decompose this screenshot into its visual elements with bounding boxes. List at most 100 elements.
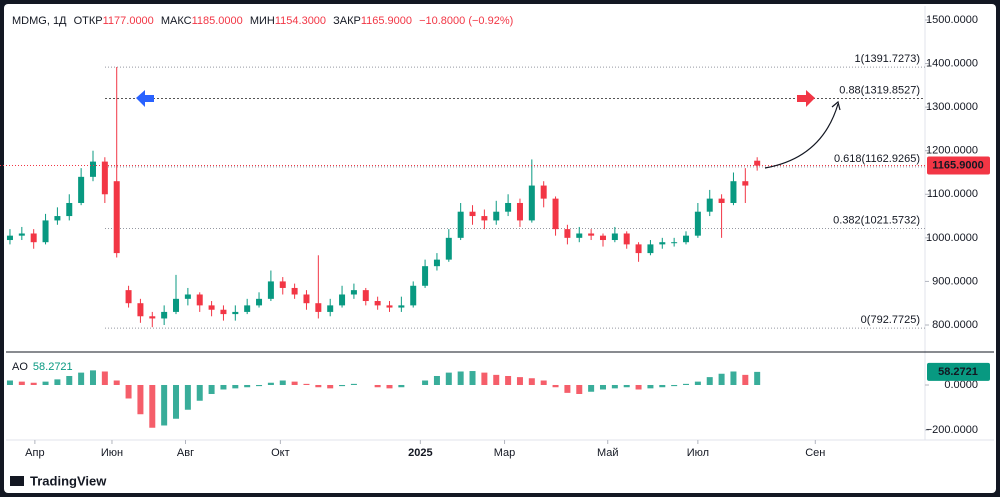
ao-bar bbox=[422, 380, 429, 385]
candle-body bbox=[208, 305, 215, 310]
y-tick-label: 1400.0000 bbox=[926, 57, 978, 69]
x-tick-label: 2025 bbox=[408, 447, 432, 459]
candle-body bbox=[339, 294, 346, 306]
ao-bar bbox=[256, 384, 263, 387]
right-arrow bbox=[797, 90, 815, 107]
candle-body bbox=[422, 266, 429, 286]
last-price-tag bbox=[927, 156, 990, 175]
ao-bar bbox=[303, 383, 310, 385]
last-price-label: 1165.9000 bbox=[932, 159, 983, 171]
ao-bar bbox=[671, 384, 678, 387]
candle-body bbox=[137, 303, 144, 317]
candle-body bbox=[18, 233, 25, 236]
ao-bar bbox=[291, 381, 298, 385]
ao-bar bbox=[599, 384, 606, 390]
ao-bar bbox=[528, 378, 535, 385]
ao-bar bbox=[433, 375, 440, 385]
candle-body bbox=[220, 309, 227, 315]
ao-bar bbox=[232, 384, 239, 389]
candle-body bbox=[232, 311, 239, 315]
ao-bar bbox=[6, 380, 13, 385]
candle-body bbox=[505, 202, 512, 212]
ao-bar bbox=[279, 380, 286, 385]
ao-bar bbox=[374, 384, 381, 388]
ao-bar bbox=[184, 384, 191, 410]
ao-bar bbox=[208, 384, 215, 394]
candle-body bbox=[173, 298, 180, 312]
ao-bar bbox=[469, 371, 476, 385]
candle-body bbox=[671, 242, 678, 244]
candle-body bbox=[552, 198, 559, 230]
candle-body bbox=[564, 229, 571, 238]
candle-body bbox=[42, 220, 49, 243]
change: −10.8000 (−0.92%) bbox=[419, 15, 513, 27]
ao-bar bbox=[457, 371, 464, 385]
x-tick-label: Июн bbox=[101, 447, 123, 459]
candle-body bbox=[386, 305, 393, 308]
branding: TradingView bbox=[30, 473, 107, 488]
fib-label: 0.618(1162.9265) bbox=[834, 153, 920, 165]
ao-bar bbox=[611, 384, 618, 389]
x-tick-label: Апр bbox=[25, 447, 44, 459]
ao-bar bbox=[505, 375, 512, 385]
ao-bar bbox=[564, 384, 571, 393]
y-tick-label: 1000.0000 bbox=[926, 232, 978, 244]
ao-bar bbox=[30, 382, 37, 385]
candle-body bbox=[445, 237, 452, 260]
candle-body bbox=[6, 235, 13, 241]
candle-body bbox=[718, 198, 725, 203]
candle-body bbox=[291, 287, 298, 295]
ao-bar bbox=[196, 384, 203, 401]
ao-bar bbox=[718, 373, 725, 385]
candle-body bbox=[113, 181, 120, 254]
candle-body bbox=[457, 211, 464, 238]
ao-y-tick-label: 0.0000 bbox=[944, 379, 978, 391]
logo-mark bbox=[10, 476, 24, 486]
candle-body bbox=[588, 233, 595, 236]
candle-body bbox=[659, 242, 666, 245]
ao-bar bbox=[315, 384, 322, 388]
candle-body bbox=[184, 294, 191, 299]
candle-body bbox=[576, 233, 583, 238]
ao-bar bbox=[635, 384, 642, 390]
candle-body bbox=[516, 202, 523, 221]
ao-bar bbox=[386, 384, 393, 389]
candle-body bbox=[54, 216, 61, 221]
fib-label: 1(1391.7273) bbox=[855, 53, 920, 65]
candle-body bbox=[528, 185, 535, 221]
candle-body bbox=[433, 259, 440, 267]
ao-bar bbox=[706, 377, 713, 385]
legend-key: ОТКР bbox=[74, 15, 103, 27]
ao-bar bbox=[42, 381, 49, 385]
y-tick-label: 900.0000 bbox=[932, 275, 978, 287]
candle-body bbox=[730, 181, 737, 203]
candle-body bbox=[279, 281, 286, 288]
candle-body bbox=[635, 244, 642, 254]
ao-bar bbox=[516, 377, 523, 385]
legend-key: ЗАКР bbox=[333, 15, 361, 27]
ao-bar bbox=[89, 370, 96, 385]
candle-body bbox=[161, 311, 168, 319]
ao-bar bbox=[445, 372, 452, 385]
ao-bar bbox=[588, 384, 595, 392]
ao-bar bbox=[398, 384, 405, 388]
panel bbox=[4, 4, 996, 493]
ao-legend: AO 58.2721 bbox=[12, 361, 73, 373]
candle-body bbox=[540, 185, 547, 199]
candle-body bbox=[196, 294, 203, 306]
ao-bar bbox=[730, 371, 737, 385]
fib-label: 0.88(1319.8527) bbox=[839, 84, 920, 96]
ao-bar bbox=[66, 375, 73, 385]
ao-bar bbox=[267, 382, 274, 385]
candle-body bbox=[623, 233, 630, 245]
ao-bar bbox=[101, 371, 108, 385]
ao-bar bbox=[327, 384, 334, 389]
ao-bar bbox=[647, 384, 654, 389]
y-tick-label: 1100.0000 bbox=[927, 188, 978, 200]
x-tick-label: Авг bbox=[177, 447, 194, 459]
ao-bar bbox=[540, 380, 547, 385]
legend-value: 1177.0000 bbox=[103, 15, 154, 27]
ao-bar bbox=[493, 374, 500, 385]
